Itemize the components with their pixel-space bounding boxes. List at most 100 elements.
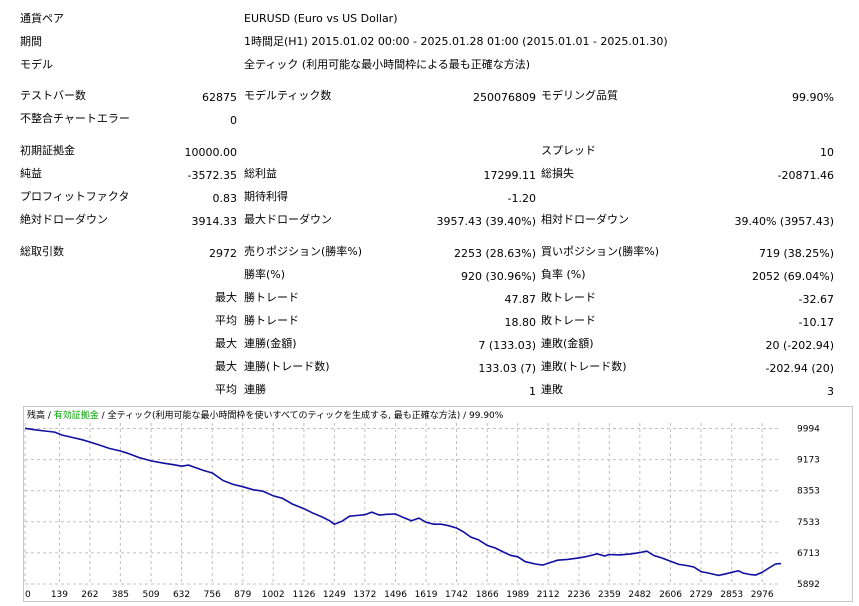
chart-tick-labels: 0 139 262 385 509 632 756 879 1002 1126 1249 1372 14…: [25, 425, 820, 600]
x-tick-label: 756: [204, 590, 221, 600]
y-tick-label: 6713: [797, 549, 820, 559]
loss-rate-label: 負率 (%): [541, 268, 586, 281]
relative-drawdown-value: 39.40% (3957.43): [734, 215, 834, 228]
net-label: 純益: [20, 167, 42, 180]
largest-loss-value: -32.67: [798, 293, 834, 306]
average-win-label: 勝トレード: [244, 314, 299, 327]
consecutive-profit-value: 133.03 (7): [478, 362, 536, 375]
balance-series-line: [24, 427, 782, 577]
max-consec-count-prefix: 最大: [215, 360, 237, 373]
x-tick-label: 0: [25, 590, 31, 600]
x-tick-label: 879: [234, 590, 251, 600]
chart-grid: [24, 423, 781, 585]
x-tick-label: 632: [173, 590, 190, 600]
x-tick-label: 2853: [720, 590, 743, 600]
consecutive-losses-amount-value: 20 (-202.94): [765, 339, 834, 352]
x-tick-label: 2729: [690, 590, 713, 600]
period-value: 1時間足(H1) 2015.01.02 00:00 - 2025.01.28 0…: [244, 35, 668, 48]
average-prefix: 平均: [215, 314, 237, 327]
period-label: 期間: [20, 35, 42, 48]
ticks-label: モデルティック数: [244, 89, 332, 102]
consecutive-losses-amount-label: 連敗(金額): [541, 337, 594, 350]
absolute-drawdown-label: 絶対ドローダウン: [20, 213, 108, 226]
average-loss-value: -10.17: [798, 316, 834, 329]
expected-payoff-label: 期待利得: [244, 190, 288, 203]
x-tick-label: 1866: [476, 590, 499, 600]
y-tick-label: 8353: [797, 487, 820, 497]
average-consecutive-wins-value: 1: [529, 385, 536, 398]
consecutive-loss-label: 連敗(トレード数): [541, 360, 627, 373]
relative-drawdown-label: 相対ドローダウン: [541, 213, 629, 226]
max-consec-amt-prefix: 最大: [215, 337, 237, 350]
net-value: -3572.35: [187, 169, 237, 182]
mismatch-value: 0: [230, 114, 237, 127]
bars-value: 62875: [202, 91, 237, 104]
loss-rate-value: 2052 (69.04%): [751, 270, 834, 283]
quality-value: 99.90%: [792, 91, 834, 104]
short-positions-value: 2253 (28.63%): [453, 247, 536, 260]
consecutive-wins-amount-value: 7 (133.03): [478, 339, 536, 352]
spread-value: 10: [820, 146, 834, 159]
x-tick-label: 1989: [506, 590, 529, 600]
win-rate-label: 勝率(%): [244, 268, 286, 281]
x-tick-label: 1126: [292, 590, 315, 600]
profit-factor-value: 0.83: [212, 192, 238, 205]
largest-win-label: 勝トレード: [244, 291, 299, 304]
average-win-value: 18.80: [504, 316, 537, 329]
x-tick-label: 2976: [751, 590, 774, 600]
deposit-value: 10000.00: [184, 146, 238, 159]
bars-label: テストバー数: [20, 89, 86, 102]
consecutive-loss-value: -202.94 (20): [765, 362, 834, 375]
x-tick-label: 262: [81, 590, 98, 600]
y-tick-label: 9994: [797, 425, 820, 435]
deposit-label: 初期証拠金: [20, 144, 75, 157]
average-consecutive-losses-value: 3: [827, 385, 834, 398]
mismatch-label: 不整合チャートエラー: [20, 112, 130, 125]
symbol-value: EURUSD (Euro vs US Dollar): [244, 12, 398, 25]
x-tick-label: 1249: [323, 590, 346, 600]
x-tick-label: 1372: [353, 590, 376, 600]
gross-profit-value: 17299.11: [483, 169, 537, 182]
average-consecutive-wins-label: 連勝: [244, 383, 266, 396]
y-tick-label: 5892: [797, 580, 820, 590]
max-drawdown-label: 最大ドローダウン: [244, 213, 332, 226]
x-tick-label: 2606: [659, 590, 682, 600]
x-tick-label: 2112: [537, 590, 560, 600]
consecutive-wins-amount-label: 連勝(金額): [244, 337, 297, 350]
model-value: 全ティック (利用可能な最小時間枠による最も正確な方法): [244, 58, 531, 71]
y-tick-label: 7533: [797, 518, 820, 528]
gross-profit-label: 総利益: [244, 167, 277, 180]
short-positions-label: 売りポジション(勝率%): [244, 245, 363, 258]
largest-win-value: 47.87: [504, 293, 537, 306]
x-tick-label: 509: [142, 590, 159, 600]
x-tick-label: 2236: [567, 590, 590, 600]
balance-chart: 0 139 262 385 509 632 756 879 1002 1126 1249 1372 14…: [23, 406, 853, 602]
x-tick-label: 1496: [384, 590, 407, 600]
x-tick-label: 385: [112, 590, 129, 600]
expected-payoff-value: -1.20: [507, 192, 536, 205]
consecutive-profit-label: 連勝(トレード数): [244, 360, 330, 373]
y-tick-label: 9173: [797, 456, 820, 466]
win-rate-value: 920 (30.96%): [460, 270, 536, 283]
ticks-value: 250076809: [473, 91, 536, 104]
x-tick-label: 1619: [415, 590, 438, 600]
max-drawdown-value: 3957.43 (39.40%): [436, 215, 536, 228]
x-tick-label: 2482: [628, 590, 651, 600]
long-positions-label: 買いポジション(勝率%): [541, 245, 660, 258]
quality-label: モデリング品質: [541, 89, 618, 102]
total-trades-value: 2972: [209, 247, 237, 260]
average-loss-label: 敗トレード: [541, 314, 596, 327]
x-tick-label: 1742: [445, 590, 468, 600]
absolute-drawdown-value: 3914.33: [191, 215, 238, 228]
model-label: モデル: [20, 58, 53, 71]
avg-consec-prefix: 平均: [215, 383, 237, 396]
x-tick-label: 2359: [598, 590, 621, 600]
average-consecutive-losses-label: 連敗: [541, 383, 563, 396]
total-trades-label: 総取引数: [20, 245, 64, 258]
balance-chart-svg: 0 139 262 385 509 632 756 879 1002 1126 1249 1372 14…: [24, 409, 820, 600]
long-positions-value: 719 (38.25%): [758, 247, 834, 260]
symbol-label: 通貨ペア: [20, 12, 64, 25]
profit-factor-label: プロフィットファクタ: [20, 190, 130, 203]
largest-prefix: 最大: [215, 291, 237, 304]
x-tick-label: 1002: [262, 590, 285, 600]
